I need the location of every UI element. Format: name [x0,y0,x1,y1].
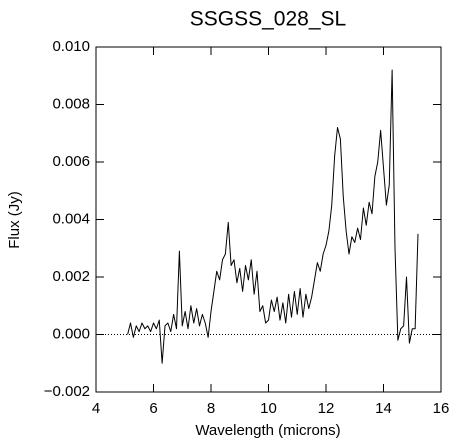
y-axis-label: Flux (Jy) [6,191,23,249]
y-tick-label: −0.002 [44,383,90,400]
x-tick-label: 4 [92,400,100,417]
y-tick-label: 0.008 [52,95,90,112]
x-tick-label: 14 [375,400,392,417]
chart-title: SSGSS_028_SL [190,8,346,31]
y-tick-label: 0.000 [52,325,90,342]
x-tick-label: 12 [318,400,335,417]
y-tick-label: 0.004 [52,210,90,227]
x-tick-label: 8 [207,400,215,417]
x-tick-label: 16 [433,400,450,417]
plot-frame [95,46,442,393]
y-tick-label: 0.006 [52,153,90,170]
y-tick-label: 0.010 [52,38,90,55]
y-tick-label: 0.002 [52,268,90,285]
x-tick-label: 10 [260,400,277,417]
x-tick-label: 6 [149,400,157,417]
spectrum-line [127,69,419,364]
x-axis-label: Wavelength (microns) [195,422,340,439]
